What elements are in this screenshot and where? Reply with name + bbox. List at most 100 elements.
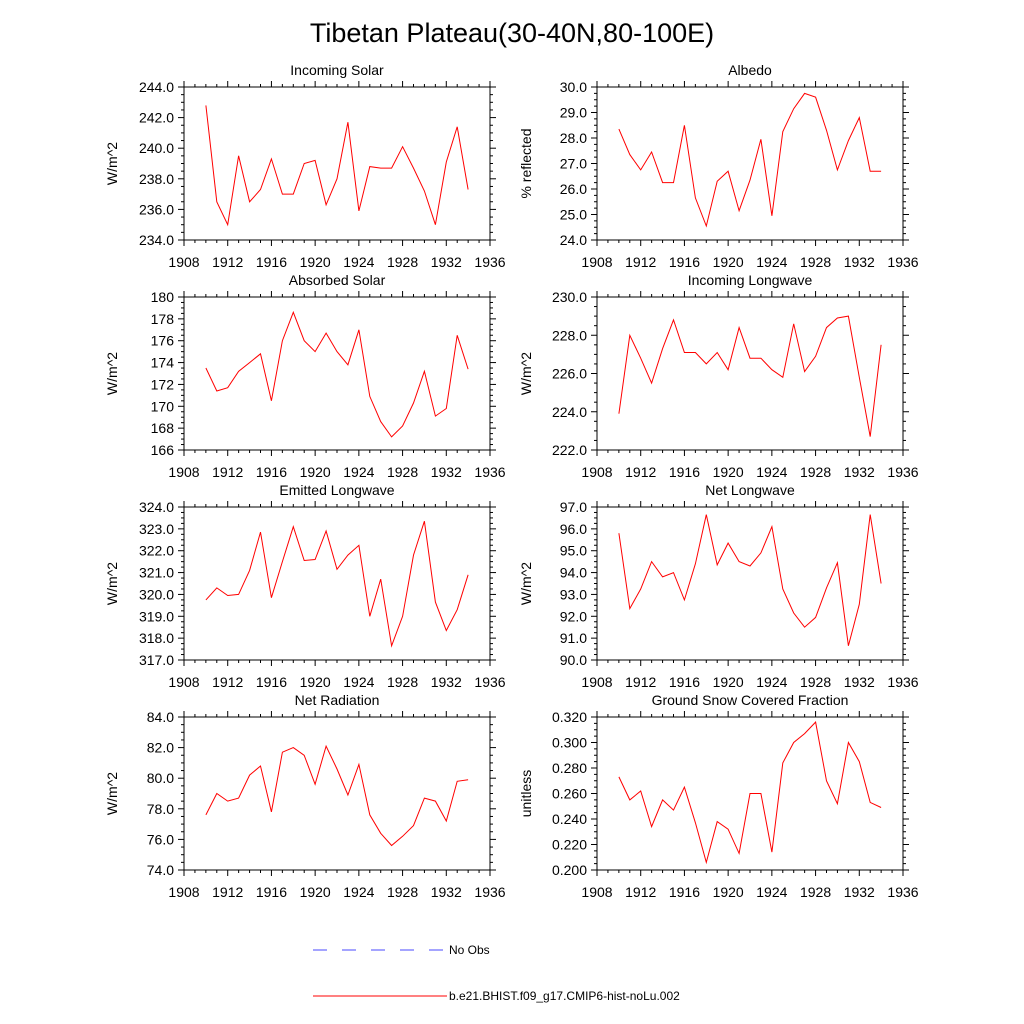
y-tick-label: 84.0 [147,709,174,725]
x-tick-label: 1932 [431,674,462,690]
y-axis-label: W/m^2 [104,142,120,185]
x-tick-label: 1924 [343,464,374,480]
series-line [205,744,469,847]
chart-title: Albedo [728,62,772,78]
series-line [618,514,882,646]
x-tick-label: 1932 [844,464,875,480]
x-tick-label: 1920 [300,464,331,480]
y-tick-label: 180 [151,289,175,305]
x-tick-label: 1924 [756,674,787,690]
y-tick-label: 222.0 [552,442,587,458]
x-tick-label: 1916 [256,884,287,900]
y-tick-label: 170 [151,398,175,414]
chart-panel: Emitted Longwave 1908 1912 1916 1920 1924 1928… [104,482,506,690]
y-tick-label: 228.0 [552,327,587,343]
x-tick-label: 1908 [168,674,199,690]
x-tick-label: 1908 [581,884,612,900]
y-tick-label: 25.0 [560,207,587,223]
chart-panel: Absorbed Solar 1908 1912 1916 1920 1924 1928 19… [104,272,506,480]
chart-panel: Ground Snow Covered Fraction 1908 1912 1916… [518,692,919,900]
plot-frame [183,716,491,871]
x-tick-label: 1932 [431,464,462,480]
y-tick-label: 322.0 [139,543,174,559]
x-tick-label: 1916 [669,674,700,690]
plot-frame [183,296,491,451]
series-line [205,310,469,438]
chart-panel: Incoming Longwave 1908 1912 1916 1920 1924 192… [518,272,919,480]
y-tick-label: 238.0 [139,171,174,187]
y-tick-label: 96.0 [560,521,587,537]
x-tick-label: 1912 [212,674,243,690]
x-tick-label: 1928 [800,884,831,900]
x-tick-label: 1936 [887,464,918,480]
x-tick-label: 1920 [300,254,331,270]
y-axis-label: W/m^2 [104,352,120,395]
x-tick-label: 1936 [887,254,918,270]
y-tick-label: 166 [151,442,175,458]
x-tick-label: 1912 [625,884,656,900]
x-tick-label: 1916 [669,464,700,480]
y-tick-label: 224.0 [552,404,587,420]
x-tick-label: 1924 [343,254,374,270]
x-tick-label: 1928 [387,464,418,480]
x-tick-label: 1908 [168,884,199,900]
x-tick-label: 1932 [844,884,875,900]
y-tick-label: 0.320 [552,709,587,725]
x-tick-label: 1908 [581,674,612,690]
x-tick-label: 1920 [300,884,331,900]
series-line [618,92,882,228]
chart-title: Incoming Longwave [688,272,813,288]
legend-label-model: b.e21.BHIST.f09_g17.CMIP6-hist-noLu.002 [449,989,680,1003]
x-tick-label: 1920 [713,464,744,480]
plot-frame [183,86,491,241]
x-tick-label: 1920 [713,254,744,270]
x-tick-label: 1912 [212,884,243,900]
y-tick-label: 29.0 [560,105,587,121]
y-axis-label: W/m^2 [518,352,534,395]
y-tick-label: 176 [151,333,175,349]
x-tick-label: 1932 [431,884,462,900]
y-tick-label: 76.0 [147,831,174,847]
x-tick-label: 1908 [581,254,612,270]
y-tick-label: 90.0 [560,652,587,668]
y-tick-label: 92.0 [560,608,587,624]
plot-frame [596,86,904,241]
y-tick-label: 95.0 [560,543,587,559]
x-tick-label: 1920 [713,884,744,900]
legend: No Obs b.e21.BHIST.f09_g17.CMIP6-hist-no… [313,943,680,1003]
figure-title: Tibetan Plateau(30-40N,80-100E) [310,18,714,48]
y-tick-label: 91.0 [560,630,587,646]
chart-title: Net Longwave [705,482,795,498]
chart-panel: Albedo 1908 1912 1916 1920 1924 1928 1932 1936 24… [518,62,919,270]
x-tick-label: 1928 [800,464,831,480]
x-tick-label: 1912 [625,464,656,480]
y-tick-label: 24.0 [560,232,587,248]
series-line [205,105,469,227]
x-tick-label: 1928 [800,674,831,690]
y-axis-label: % reflected [518,128,534,198]
chart-title: Emitted Longwave [279,482,394,498]
y-tick-label: 0.300 [552,735,587,751]
y-axis-label: W/m^2 [104,562,120,605]
y-tick-label: 242.0 [139,110,174,126]
y-tick-label: 240.0 [139,140,174,156]
x-tick-label: 1932 [844,674,875,690]
x-tick-label: 1912 [625,674,656,690]
x-tick-label: 1936 [474,674,505,690]
chart-panel: Net Longwave 1908 1912 1916 1920 1924 1928 1932… [518,482,919,690]
y-tick-label: 317.0 [139,652,174,668]
y-tick-label: 230.0 [552,289,587,305]
y-tick-label: 321.0 [139,565,174,581]
x-tick-label: 1920 [713,674,744,690]
y-tick-label: 27.0 [560,156,587,172]
y-tick-label: 172 [151,376,175,392]
x-tick-label: 1936 [474,464,505,480]
y-tick-label: 0.280 [552,760,587,776]
chart-panel: Incoming Solar 1908 1912 1916 1920 1924 1928 19… [104,62,506,270]
panels-grid: Incoming Solar 1908 1912 1916 1920 1924 1928 19… [104,62,919,900]
x-tick-label: 1928 [387,254,418,270]
y-tick-label: 226.0 [552,366,587,382]
series-line [205,521,469,648]
series-line [618,721,882,865]
y-tick-label: 82.0 [147,740,174,756]
